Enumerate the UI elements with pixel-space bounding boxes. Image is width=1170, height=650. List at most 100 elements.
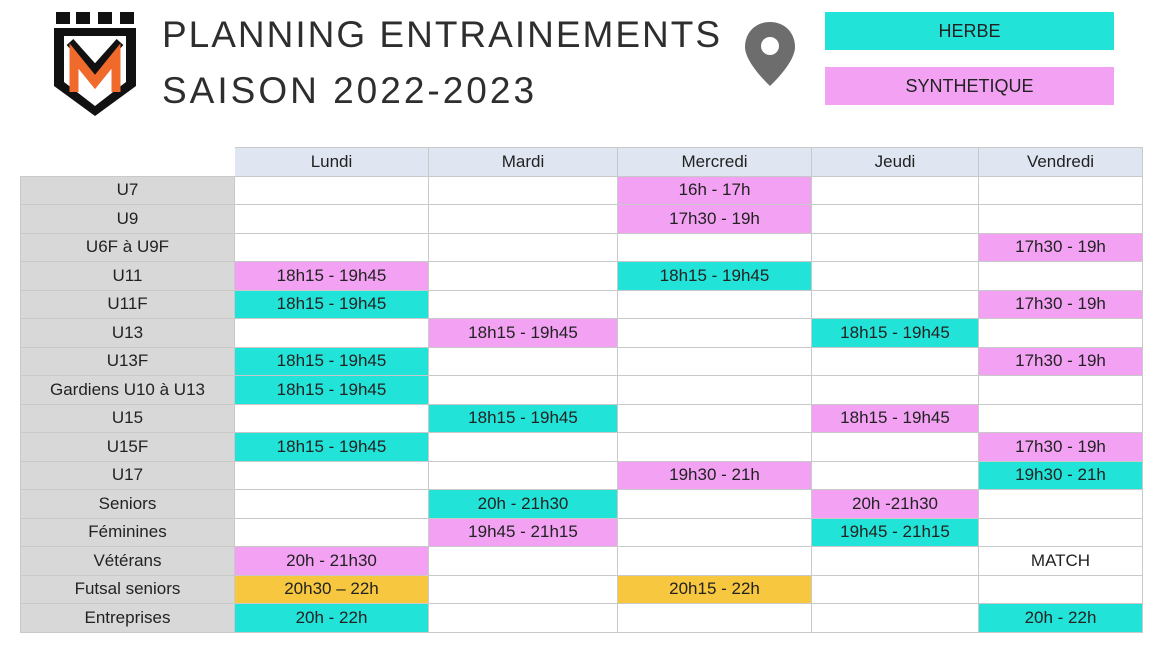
session-cell (428, 175, 618, 205)
session-cell (811, 460, 979, 490)
session-cell: 20h30 – 22h (234, 574, 429, 604)
session-cell: 20h15 - 22h (617, 574, 812, 604)
table-row: Futsal seniors 20h30 – 22h 20h15 - 22h (20, 574, 1143, 604)
category-label: Seniors (20, 489, 235, 519)
day-header: Vendredi (978, 147, 1143, 177)
session-cell (428, 289, 618, 319)
session-cell (428, 432, 618, 462)
session-cell (428, 603, 618, 633)
table-row: U9 17h30 - 19h (20, 204, 1143, 234)
table-row: U7 16h - 17h (20, 175, 1143, 205)
category-label: U11 (20, 261, 235, 291)
session-cell: MATCH (978, 546, 1143, 576)
map-pin-icon (745, 22, 795, 86)
session-cell (617, 232, 812, 262)
session-cell (617, 517, 812, 547)
session-cell (978, 489, 1143, 519)
session-cell (811, 346, 979, 376)
day-header: Jeudi (811, 147, 979, 177)
session-cell: 17h30 - 19h (978, 346, 1143, 376)
session-cell (234, 403, 429, 433)
session-cell (811, 175, 979, 205)
legend-synthetique: SYNTHETIQUE (825, 67, 1114, 105)
session-cell (978, 318, 1143, 348)
session-cell: 18h15 - 19h45 (617, 261, 812, 291)
session-cell: 18h15 - 19h45 (234, 289, 429, 319)
day-header: Lundi (234, 147, 429, 177)
session-cell (234, 318, 429, 348)
table-row: U6F à U9F 17h30 - 19h (20, 232, 1143, 262)
session-cell (811, 432, 979, 462)
session-cell (617, 289, 812, 319)
session-cell (617, 603, 812, 633)
session-cell: 17h30 - 19h (978, 432, 1143, 462)
category-label: Gardiens U10 à U13 (20, 375, 235, 405)
session-cell: 18h15 - 19h45 (234, 375, 429, 405)
session-cell: 19h30 - 21h (978, 460, 1143, 490)
session-cell (617, 318, 812, 348)
session-cell (978, 261, 1143, 291)
session-cell: 18h15 - 19h45 (234, 346, 429, 376)
session-cell: 19h30 - 21h (617, 460, 812, 490)
session-cell (811, 232, 979, 262)
session-cell: 20h - 21h30 (428, 489, 618, 519)
session-cell (617, 489, 812, 519)
table-header-row: Lundi Mardi Mercredi Jeudi Vendredi (20, 147, 1143, 177)
table-row: Vétérans 20h - 21h30 MATCH (20, 546, 1143, 576)
table-row: U15 18h15 - 19h45 18h15 - 19h45 (20, 403, 1143, 433)
session-cell: 16h - 17h (617, 175, 812, 205)
session-cell (234, 460, 429, 490)
session-cell: 20h - 22h (234, 603, 429, 633)
page-title: PLANNING ENTRAINEMENTS (162, 14, 723, 55)
session-cell (428, 460, 618, 490)
training-schedule-table: Lundi Mardi Mercredi Jeudi Vendredi U7 16… (20, 147, 1143, 633)
category-label: U7 (20, 175, 235, 205)
session-cell (978, 204, 1143, 234)
session-cell (234, 489, 429, 519)
session-cell (428, 261, 618, 291)
day-header: Mercredi (617, 147, 812, 177)
session-cell (428, 204, 618, 234)
table-row: Gardiens U10 à U13 18h15 - 19h45 (20, 375, 1143, 405)
category-label: U15 (20, 403, 235, 433)
session-cell (978, 403, 1143, 433)
table-row: Féminines 19h45 - 21h15 19h45 - 21h15 (20, 517, 1143, 547)
category-label: U9 (20, 204, 235, 234)
category-label: Féminines (20, 517, 235, 547)
session-cell (617, 403, 812, 433)
category-label: Entreprises (20, 603, 235, 633)
session-cell: 18h15 - 19h45 (234, 432, 429, 462)
club-crest-icon (54, 12, 136, 116)
session-cell (617, 375, 812, 405)
category-label: U13 (20, 318, 235, 348)
table-row: Entreprises 20h - 22h 20h - 22h (20, 603, 1143, 633)
session-cell (234, 232, 429, 262)
table-corner (20, 147, 235, 177)
session-cell: 18h15 - 19h45 (234, 261, 429, 291)
category-label: U6F à U9F (20, 232, 235, 262)
session-cell (617, 432, 812, 462)
legend-herbe: HERBE (825, 12, 1114, 50)
session-cell (234, 204, 429, 234)
session-cell: 19h45 - 21h15 (428, 517, 618, 547)
season-subtitle: SAISON 2022-2023 (162, 70, 538, 111)
session-cell: 18h15 - 19h45 (811, 318, 979, 348)
session-cell (428, 232, 618, 262)
table-row: Seniors 20h - 21h30 20h -21h30 (20, 489, 1143, 519)
table-row: U11 18h15 - 19h45 18h15 - 19h45 (20, 261, 1143, 291)
session-cell (234, 175, 429, 205)
session-cell (234, 517, 429, 547)
session-cell (811, 289, 979, 319)
category-label: Vétérans (20, 546, 235, 576)
session-cell: 18h15 - 19h45 (428, 318, 618, 348)
session-cell (617, 346, 812, 376)
session-cell (811, 204, 979, 234)
session-cell (617, 546, 812, 576)
session-cell (428, 546, 618, 576)
session-cell (428, 346, 618, 376)
session-cell: 19h45 - 21h15 (811, 517, 979, 547)
category-label: U17 (20, 460, 235, 490)
day-header: Mardi (428, 147, 618, 177)
session-cell (428, 375, 618, 405)
category-label: U15F (20, 432, 235, 462)
